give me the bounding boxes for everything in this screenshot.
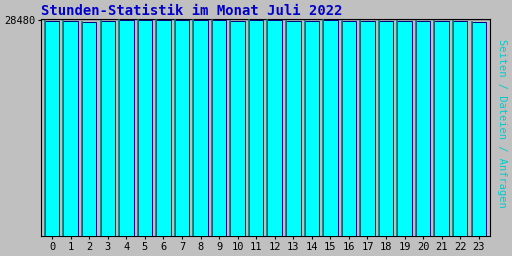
Bar (230, 21, 245, 236)
Bar (323, 20, 337, 236)
Bar (212, 20, 226, 236)
Bar (100, 21, 115, 236)
Bar (472, 22, 486, 236)
Bar (63, 22, 78, 236)
Text: Seiten / Dateien / Anfragen: Seiten / Dateien / Anfragen (497, 38, 507, 207)
Bar (305, 22, 319, 236)
Text: Stunden-Statistik im Monat Juli 2022: Stunden-Statistik im Monat Juli 2022 (41, 4, 343, 18)
Bar (342, 21, 356, 236)
Bar (360, 21, 375, 236)
Bar (267, 20, 282, 236)
Bar (286, 21, 301, 236)
Bar (175, 20, 189, 236)
Bar (435, 21, 449, 236)
Bar (45, 21, 59, 236)
Bar (156, 20, 170, 236)
Bar (119, 20, 134, 236)
Bar (379, 21, 393, 236)
Bar (249, 20, 263, 236)
Bar (416, 21, 431, 236)
Bar (82, 22, 96, 236)
Bar (453, 21, 467, 236)
Bar (138, 20, 152, 236)
Bar (193, 20, 208, 236)
Bar (397, 21, 412, 236)
